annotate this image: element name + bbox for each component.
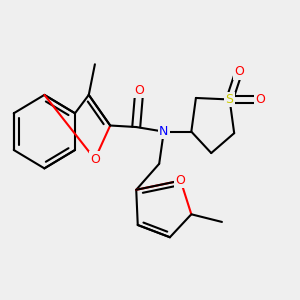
- Text: N: N: [159, 125, 169, 138]
- Text: O: O: [90, 153, 100, 166]
- Text: O: O: [234, 65, 244, 78]
- Text: O: O: [176, 174, 185, 187]
- Text: O: O: [255, 93, 265, 106]
- Text: O: O: [134, 84, 144, 97]
- Text: S: S: [226, 93, 234, 106]
